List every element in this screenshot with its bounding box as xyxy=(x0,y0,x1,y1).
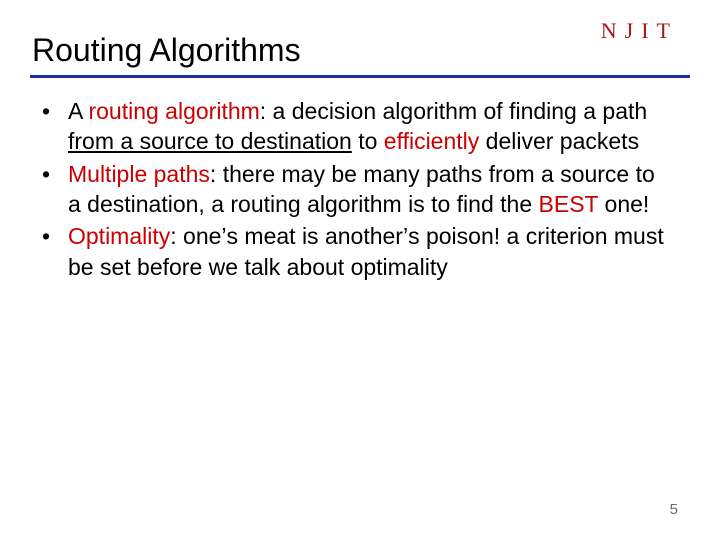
bullet-text-part: : a decision algorithm of finding a path xyxy=(260,98,647,124)
bullet-text-part: to xyxy=(352,128,384,154)
njit-logo: NJIT xyxy=(601,18,678,44)
bullet-text-part: Multiple paths xyxy=(68,161,210,187)
bullet-text-part: from a source to destination xyxy=(68,128,352,154)
bullet-text-part: A xyxy=(68,98,88,124)
bullet-text-part: routing algorithm xyxy=(88,98,259,124)
bullet-text-part: BEST xyxy=(539,191,599,217)
slide: NJIT Routing Algorithms A routing algori… xyxy=(0,0,720,540)
title-rule xyxy=(30,75,690,78)
bullet-text-part: efficiently xyxy=(384,128,479,154)
bullet-list: A routing algorithm: a decision algorith… xyxy=(30,96,690,282)
bullet-item: A routing algorithm: a decision algorith… xyxy=(42,96,670,157)
page-number: 5 xyxy=(670,501,678,518)
slide-title: Routing Algorithms xyxy=(30,32,690,69)
bullet-text-part: deliver packets xyxy=(479,128,639,154)
bullet-text-part: : one xyxy=(170,223,221,249)
bullet-text-part: one! xyxy=(598,191,649,217)
bullet-text-part: Optimality xyxy=(68,223,170,249)
bullet-text-part: s meat is another xyxy=(227,223,403,249)
bullet-item: Optimality: one’s meat is another’s pois… xyxy=(42,221,670,282)
bullet-item: Multiple paths: there may be many paths … xyxy=(42,159,670,220)
